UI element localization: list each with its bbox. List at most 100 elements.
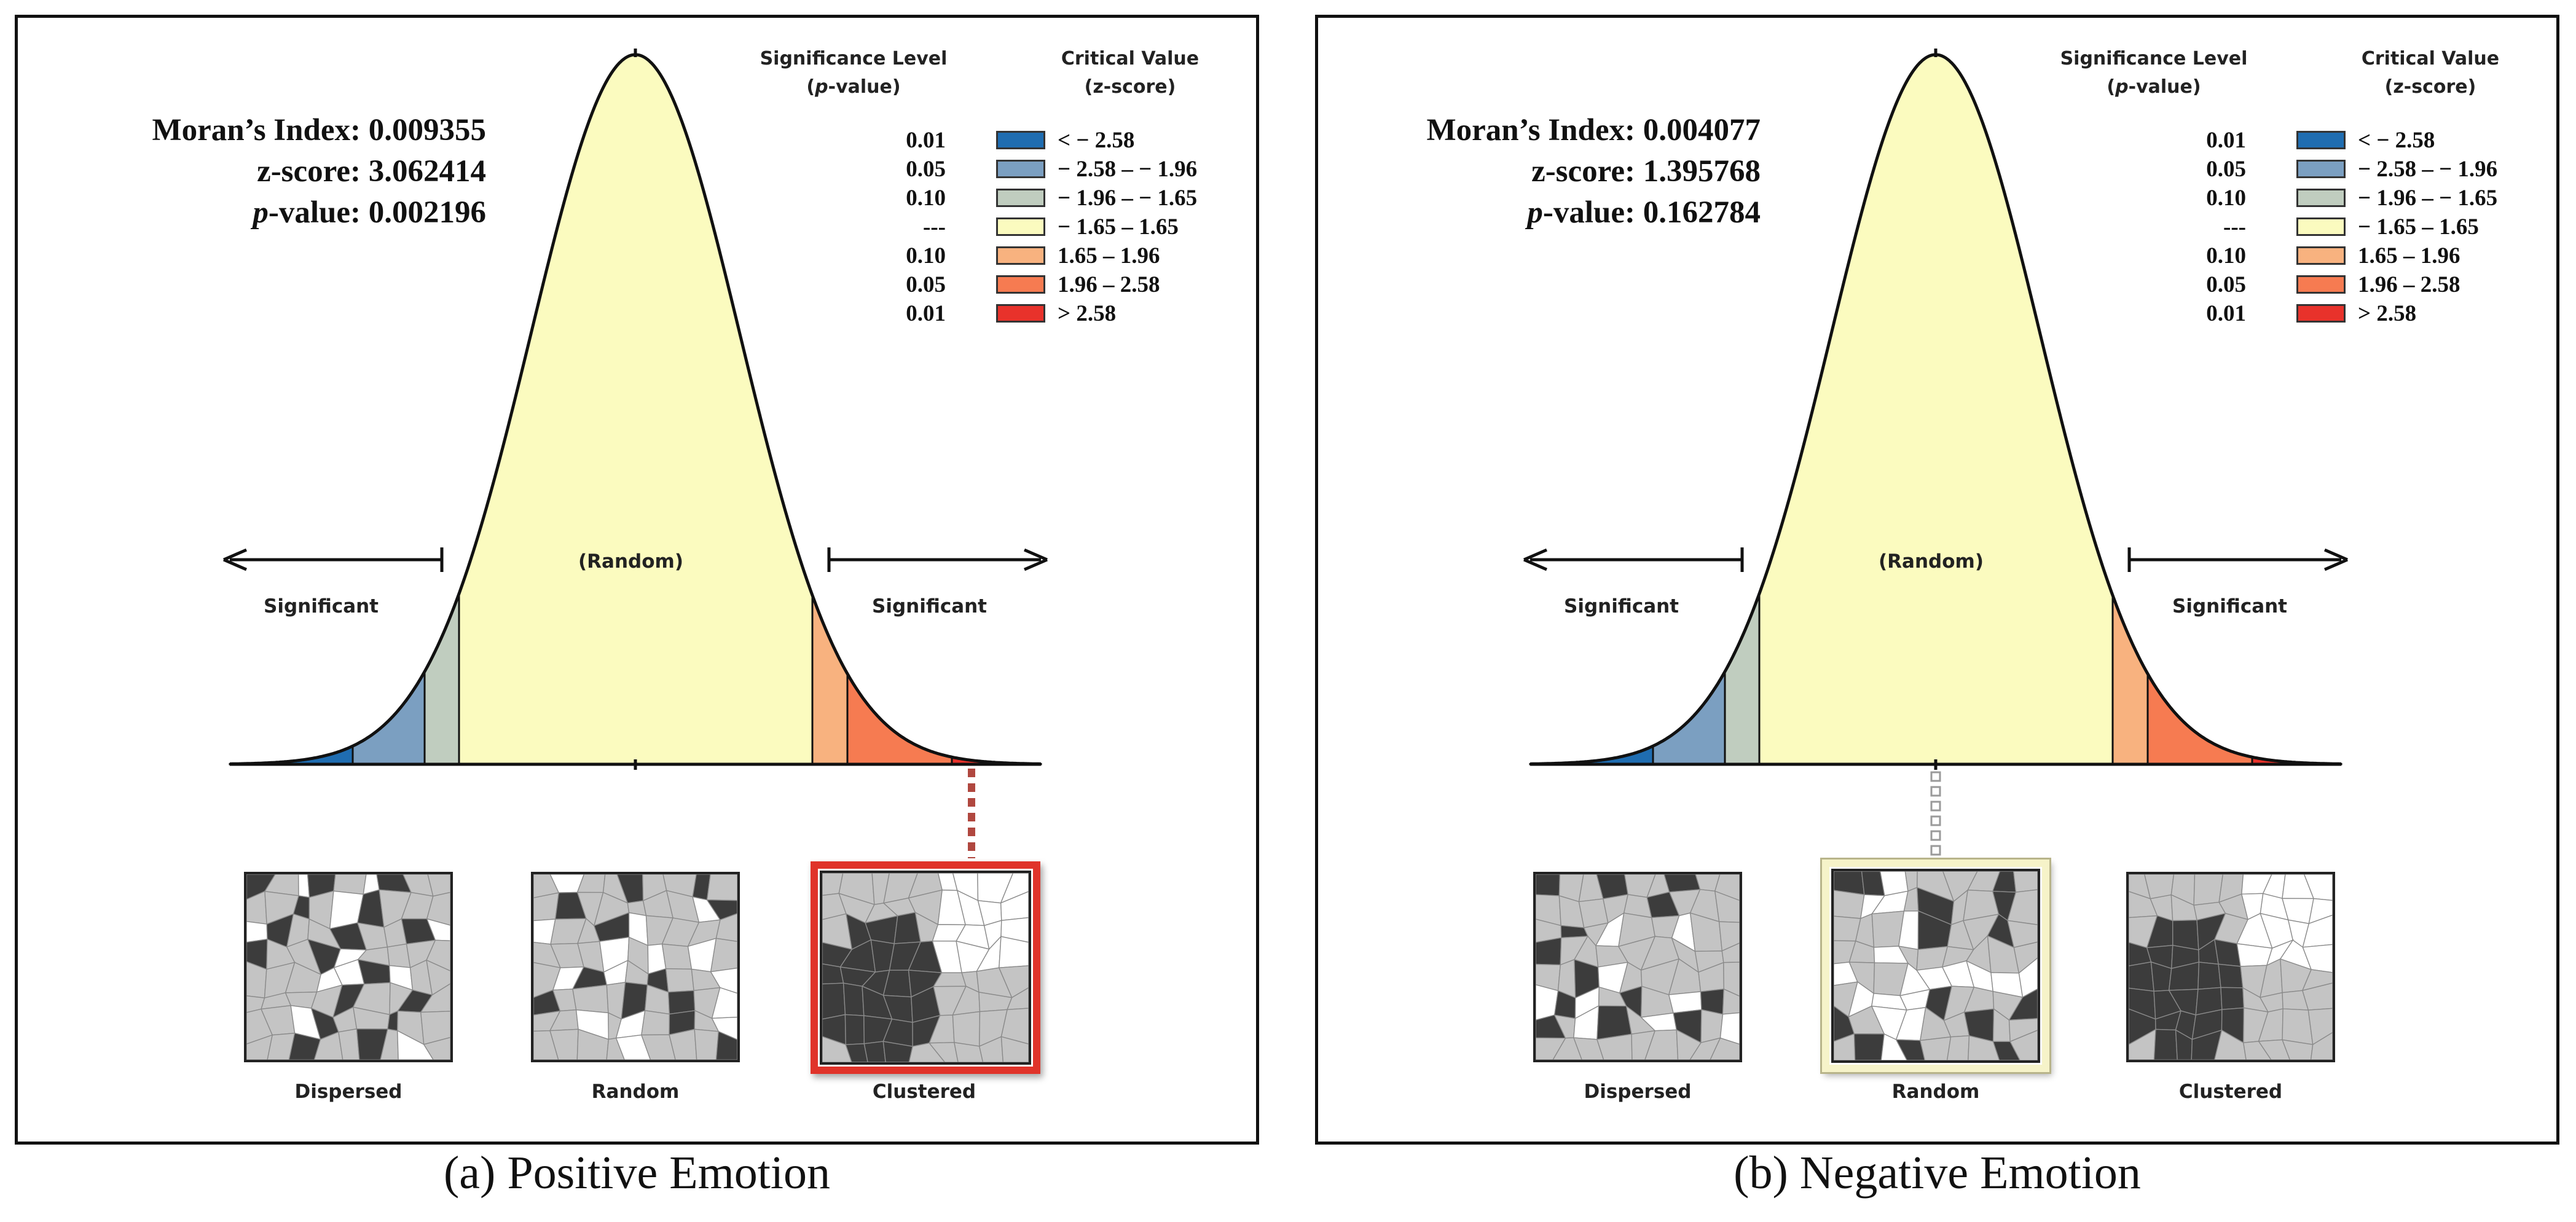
moran-index-value: 0.009355 bbox=[368, 113, 486, 147]
p-value-row: p-value: 0.002196 bbox=[253, 195, 486, 230]
map-region bbox=[1710, 1037, 1740, 1060]
map-region bbox=[1919, 1036, 1952, 1060]
legend-z-range: − 2.58 – − 1.96 bbox=[2358, 157, 2498, 182]
map-region bbox=[822, 982, 846, 1020]
map-region bbox=[661, 943, 693, 970]
legend-p-value: 0.05 bbox=[2206, 157, 2246, 182]
legend-z-range: > 2.58 bbox=[2358, 301, 2417, 326]
map-region bbox=[606, 1037, 625, 1060]
z-score-value: 3.062414 bbox=[368, 154, 486, 189]
map-region bbox=[380, 1028, 399, 1060]
legend-crit-header: Critical Value (z-score) bbox=[1061, 48, 1200, 98]
caption-b: (b) Negative Emotion bbox=[1734, 1147, 2141, 1199]
map-region bbox=[427, 874, 450, 897]
map-region bbox=[952, 1011, 981, 1047]
thumb-dispersed-label: Dispersed bbox=[1584, 1081, 1692, 1103]
p-value-value: 0.162784 bbox=[1643, 195, 1761, 230]
map-region bbox=[1560, 925, 1588, 939]
legend-z-range: − 1.96 – − 1.65 bbox=[2358, 186, 2498, 211]
significant-right-label: Significant bbox=[2172, 595, 2287, 617]
left-arrowhead-icon bbox=[223, 548, 247, 571]
significant-left-label: Significant bbox=[264, 595, 379, 617]
right-arrowhead-icon bbox=[1024, 548, 1048, 571]
moran-index-value: 0.004077 bbox=[1643, 113, 1761, 147]
map-region bbox=[706, 899, 737, 920]
legend-z-range: < − 2.58 bbox=[2358, 128, 2435, 153]
map-region bbox=[2012, 871, 2038, 893]
map-region bbox=[2243, 1041, 2272, 1060]
map-region bbox=[615, 1034, 651, 1060]
map-region bbox=[1668, 991, 1702, 1014]
map-region bbox=[246, 921, 268, 943]
map-region bbox=[2007, 920, 2038, 949]
map-region bbox=[1853, 1033, 1885, 1060]
map-region bbox=[2258, 1039, 2291, 1060]
map-region bbox=[1714, 890, 1740, 923]
map-region bbox=[1000, 917, 1029, 943]
map-region bbox=[1895, 1039, 1926, 1060]
map-region bbox=[1718, 921, 1740, 952]
map-region bbox=[2129, 1028, 2156, 1060]
legend-z-range: 1.65 – 1.96 bbox=[1058, 243, 1160, 268]
map-region bbox=[420, 1011, 450, 1045]
map-region bbox=[928, 1042, 959, 1062]
map-region bbox=[420, 983, 450, 1013]
map-region bbox=[1834, 1033, 1856, 1060]
thumb-random bbox=[1831, 869, 2040, 1063]
band-neg1-96-to-neg1-65 bbox=[423, 593, 460, 766]
map-region bbox=[882, 1041, 913, 1062]
moran-index-row: Moran’s Index: 0.004077 bbox=[1426, 113, 1761, 147]
map-region bbox=[1700, 1009, 1724, 1044]
map-region bbox=[1007, 987, 1029, 1011]
p-value-row: p-value: 0.162784 bbox=[1527, 195, 1761, 230]
random-highlight-frame bbox=[1820, 858, 2051, 1074]
normal-curve-diagram bbox=[1523, 49, 2348, 856]
legend-z-range: > 2.58 bbox=[1058, 301, 1117, 326]
map-region bbox=[1722, 988, 1740, 1015]
thumb-random bbox=[531, 872, 740, 1062]
legend-swatch bbox=[996, 217, 1045, 236]
map-region bbox=[2308, 898, 2333, 925]
legend-p-value: 0.01 bbox=[906, 128, 946, 153]
map-region bbox=[710, 967, 737, 994]
map-region bbox=[2193, 874, 2223, 906]
map-region bbox=[338, 1028, 360, 1060]
normal-curve-diagram bbox=[223, 49, 1048, 858]
panel-negative-emotion: Moran’s Index: 0.004077 z-score: 1.39576… bbox=[1315, 15, 2559, 1145]
map-region bbox=[1968, 1035, 2000, 1060]
map-region bbox=[533, 1030, 559, 1060]
map-region bbox=[2175, 1029, 2193, 1060]
moran-index-row: Moran’s Index: 0.009355 bbox=[152, 113, 486, 147]
legend-z-range: 1.96 – 2.58 bbox=[2358, 272, 2460, 297]
map-region bbox=[267, 1032, 296, 1060]
map-region bbox=[863, 1041, 886, 1062]
legend-p-value: 0.05 bbox=[2206, 272, 2246, 297]
map-region bbox=[822, 1036, 852, 1062]
band-neg2-58-to-neg1-96 bbox=[1652, 668, 1726, 766]
caption-a: (a) Positive Emotion bbox=[443, 1147, 831, 1199]
legend-z-range: − 1.65 – 1.65 bbox=[1058, 214, 1179, 240]
legend-swatch bbox=[2296, 304, 2346, 323]
map-region bbox=[2013, 941, 2038, 974]
map-region bbox=[549, 1028, 579, 1060]
legend-swatch bbox=[996, 304, 1045, 323]
map-region bbox=[1536, 1037, 1566, 1060]
band-1-96-to-2-58 bbox=[846, 670, 953, 766]
map-region bbox=[667, 990, 696, 1015]
legend-p-value: --- bbox=[923, 214, 946, 240]
legend-swatch bbox=[2296, 131, 2346, 149]
z-score-value: 1.395768 bbox=[1643, 154, 1761, 189]
map-region bbox=[1000, 891, 1029, 921]
legend-sig-header: Significance Level (p-value) bbox=[2060, 48, 2248, 98]
band-1-65-to-1-96 bbox=[811, 595, 849, 766]
map-region bbox=[711, 987, 737, 1019]
map-region bbox=[1596, 1033, 1633, 1060]
map-region bbox=[2214, 1029, 2247, 1060]
legend-p-value: 0.10 bbox=[906, 186, 946, 211]
p-value-value: 0.002196 bbox=[368, 195, 486, 230]
map-region bbox=[1719, 1012, 1740, 1045]
thumb-clustered bbox=[2126, 872, 2335, 1062]
stats-block: Moran’s Index: 0.009355 z-score: 3.06241… bbox=[68, 110, 486, 233]
map-region bbox=[1723, 962, 1740, 997]
